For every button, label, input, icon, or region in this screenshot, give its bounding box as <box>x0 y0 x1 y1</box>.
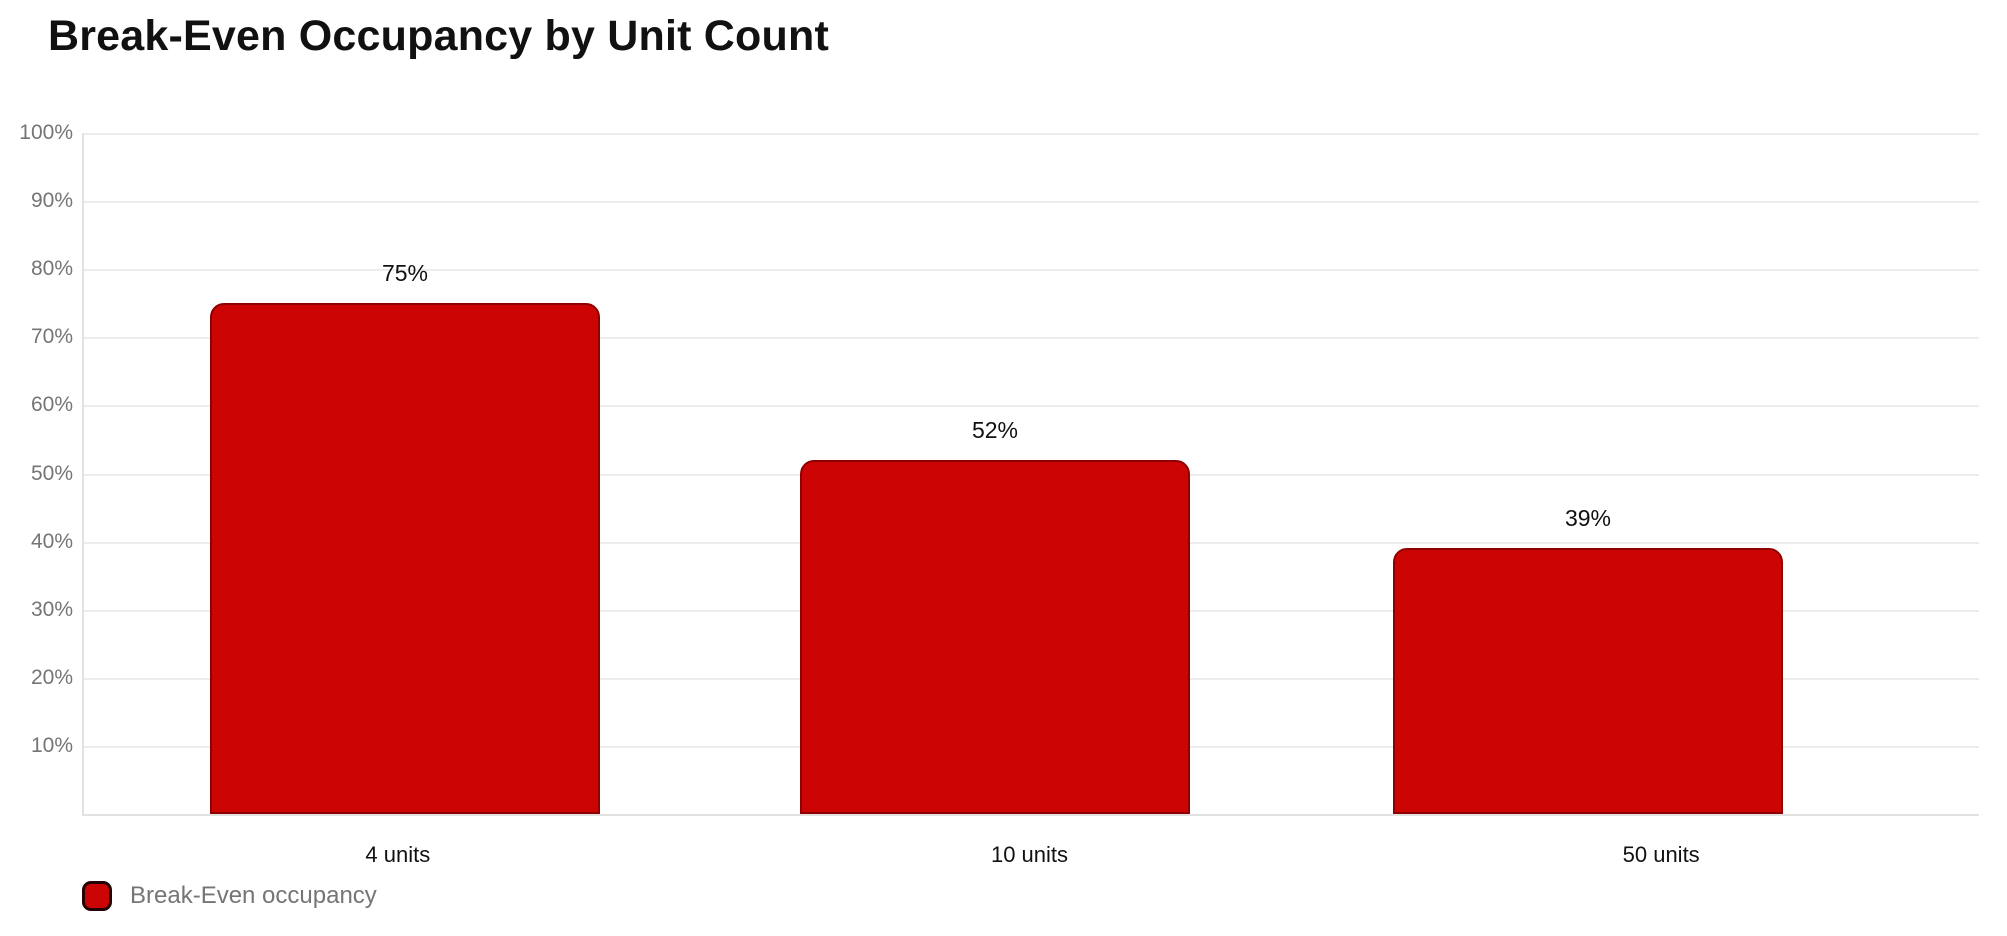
y-tick-label-80pct: 80% <box>30 257 73 281</box>
y-tick-label-10pct: 10% <box>30 733 73 757</box>
gridline-90% <box>84 201 1979 204</box>
legend-label: Break-Even occupancy <box>130 882 377 909</box>
y-tick-label-30pct: 30% <box>30 597 73 621</box>
gridline-80% <box>84 269 1979 272</box>
x-tick-label-50-units: 50 units <box>1622 842 1700 867</box>
chart-title: Break-Even Occupancy by Unit Count <box>48 12 829 60</box>
gridline-60% <box>84 405 1979 408</box>
gridline-100% <box>84 133 1979 135</box>
bar-50-units <box>1393 548 1783 814</box>
y-tick-label-20pct: 20% <box>30 665 73 689</box>
bar-value-label-10-units: 52% <box>971 416 1019 443</box>
x-tick-label-10-units: 10 units <box>990 842 1069 867</box>
legend-swatch-icon <box>82 881 112 911</box>
y-tick-label-60pct: 60% <box>30 393 73 417</box>
bar-value-label-50-units: 39% <box>1564 505 1612 532</box>
y-tick-label-50pct: 50% <box>30 461 73 485</box>
gridline-70% <box>84 337 1979 340</box>
y-tick-label-40pct: 40% <box>30 529 73 553</box>
bar-value-label-4-units: 75% <box>381 260 429 287</box>
y-tick-label-70pct: 70% <box>30 325 73 349</box>
legend[interactable]: Break-Even occupancy <box>82 881 377 911</box>
y-tick-label-90pct: 90% <box>30 189 73 213</box>
bar-4-units <box>210 303 600 814</box>
bar-10-units <box>800 459 1190 814</box>
x-tick-label-4-units: 4 units <box>365 842 431 867</box>
y-tick-label-100pct: 100% <box>19 121 73 144</box>
plot-area: 75% 52% 39% <box>82 133 1979 816</box>
